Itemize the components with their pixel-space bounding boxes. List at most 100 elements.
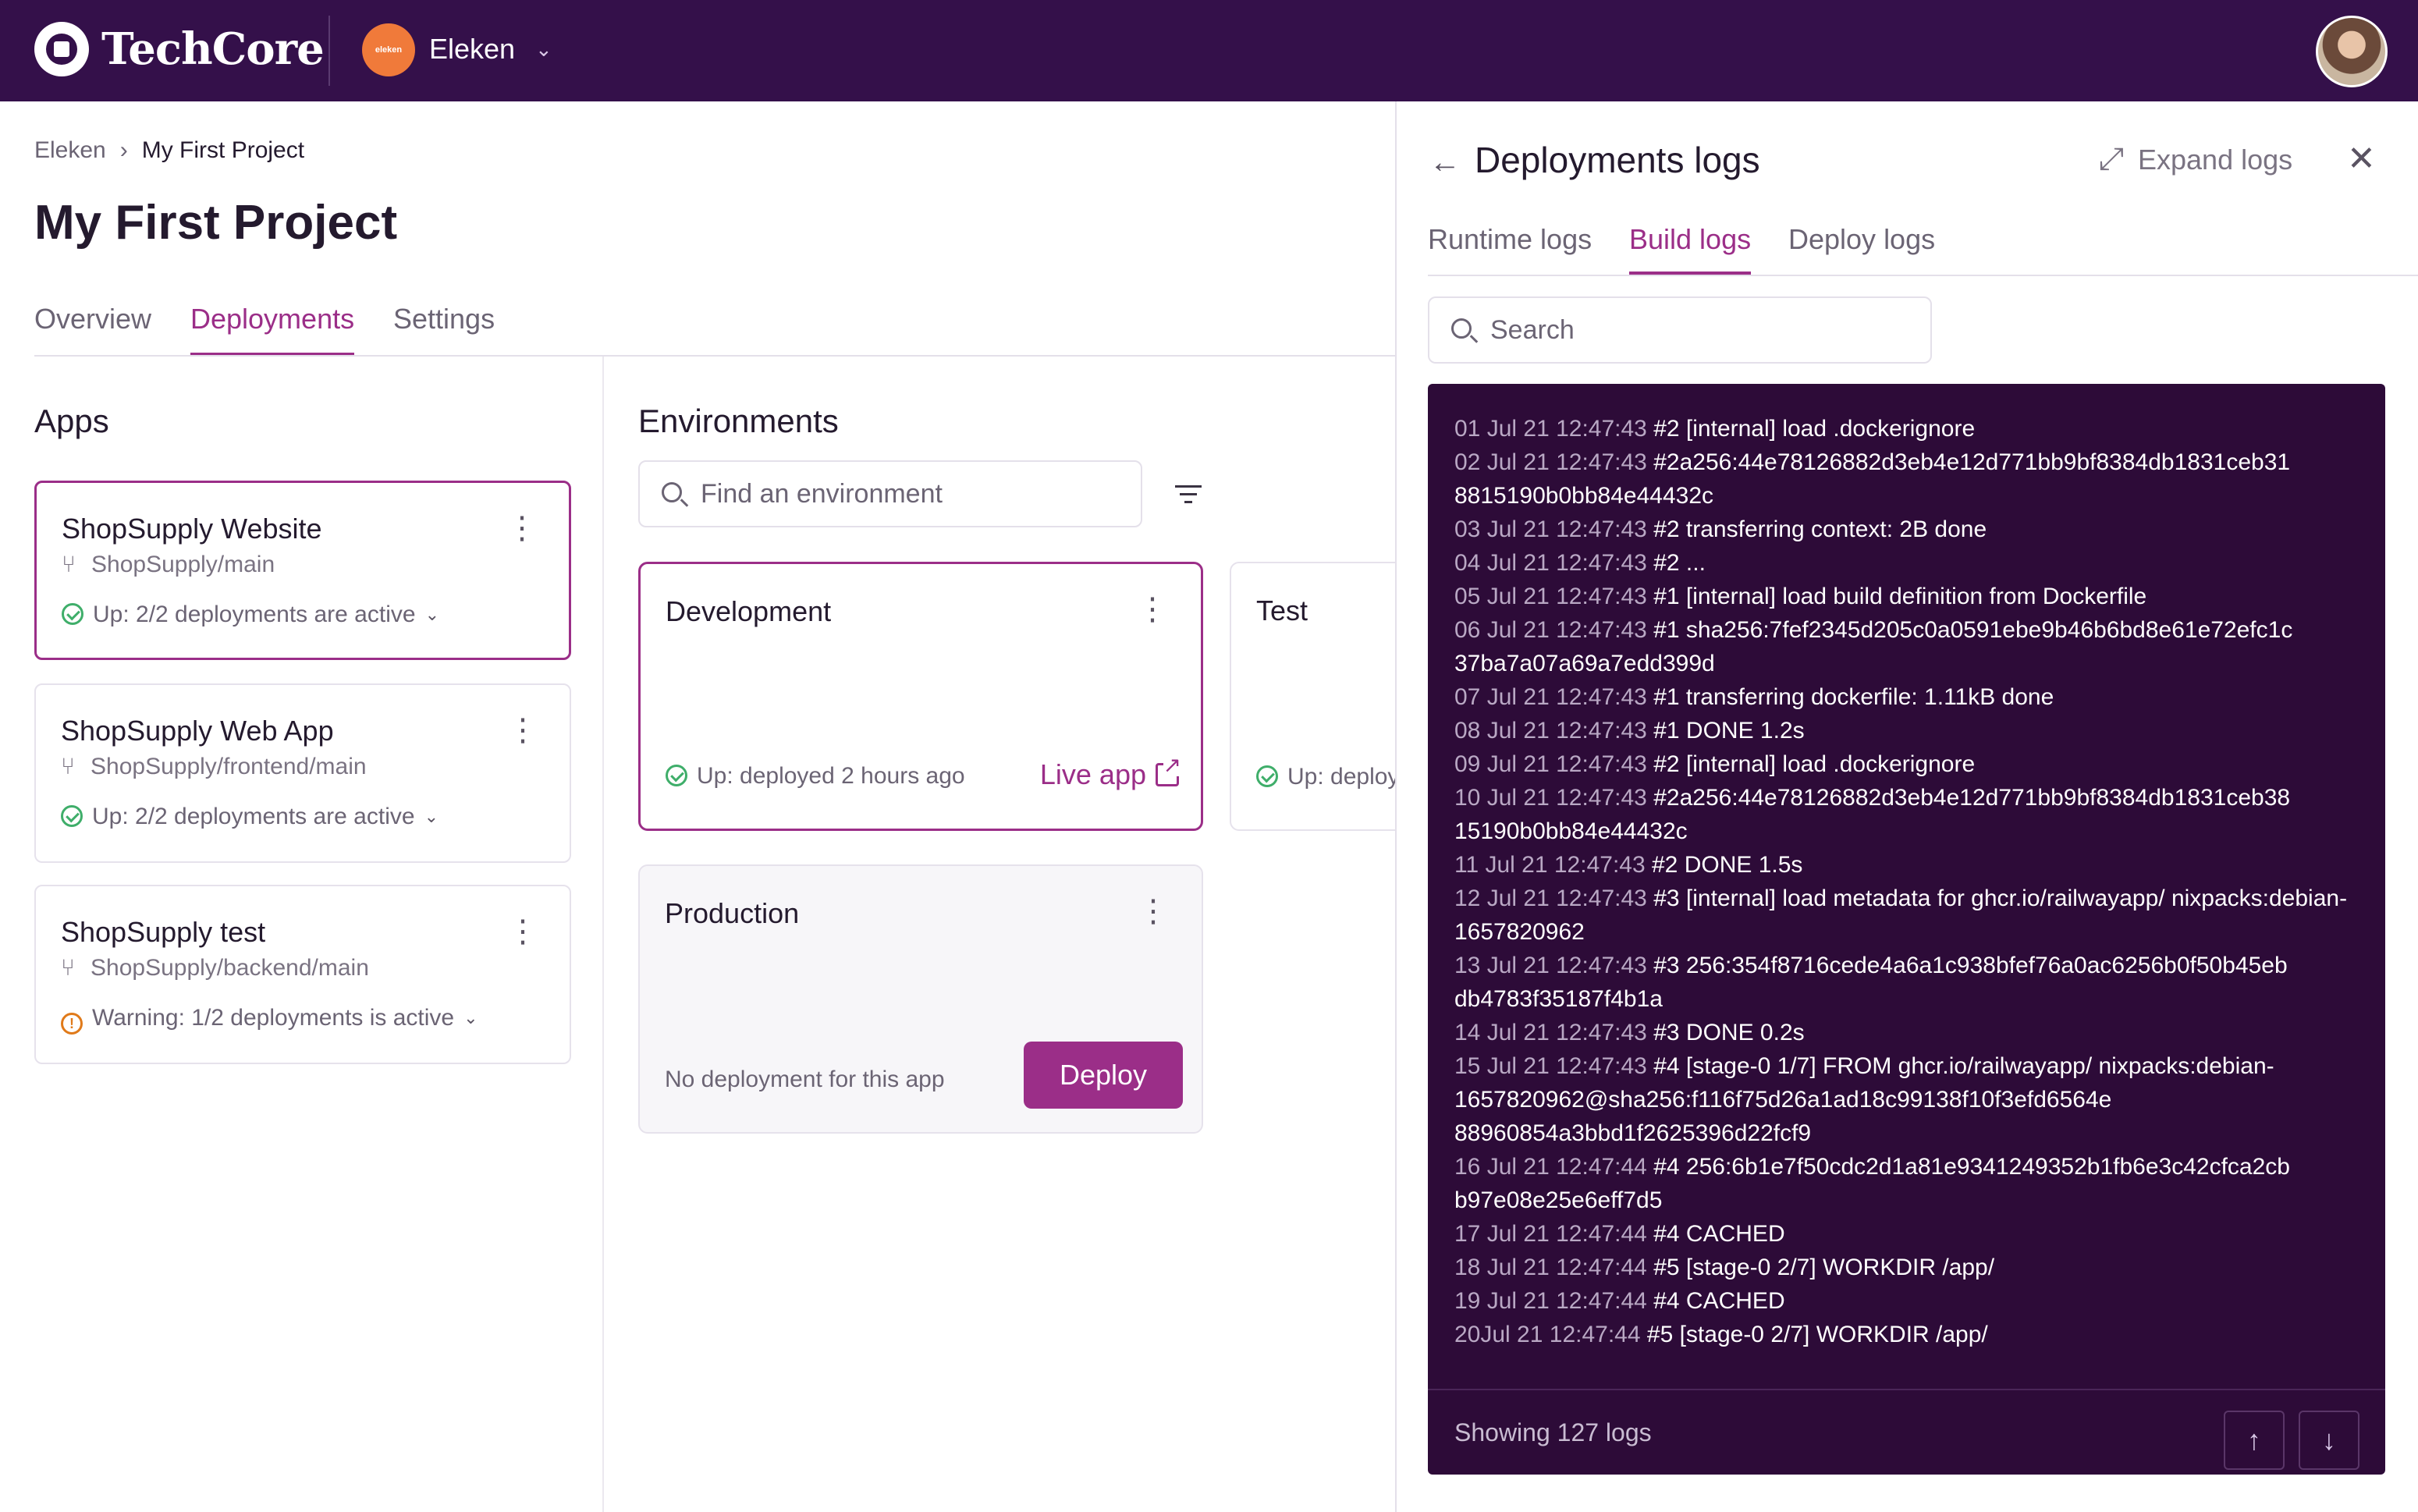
more-vertical-icon[interactable]: ⋮ [1137,592,1168,626]
column-divider [602,357,604,1512]
log-timestamp: 14 Jul 21 12:47:43 [1454,1020,1647,1045]
deploy-button[interactable]: Deploy [1024,1042,1183,1109]
log-message: #1 [internal] load build definition from… [1653,584,2147,609]
environment-name: Production [665,897,800,929]
log-line: 13 Jul 21 12:47:43 #3 256:354f8716cede4a… [1454,949,2367,1016]
app-status-text: Up: 2/2 deployments are active [93,602,416,627]
tab-deployments[interactable]: Deployments [190,303,355,356]
breadcrumb-parent[interactable]: Eleken [34,137,106,163]
log-line: 04 Jul 21 12:47:43 #2 ... [1454,546,2367,580]
log-message: #2 [internal] load .dockerignore [1653,416,1976,442]
environment-search-placeholder: Find an environment [701,479,943,509]
environment-card-development[interactable]: Development ⋮ Up: deployed 2 hours ago L… [638,562,1203,831]
expand-logs-button[interactable]: ⤢ Expand logs [2099,142,2292,177]
breadcrumb-current: My First Project [141,137,305,163]
environment-name: Development [666,595,832,627]
app-card[interactable]: ShopSupply Web App ⋮ ⑂ ShopSupply/fronten… [34,683,571,863]
environment-card-production[interactable]: Production ⋮ No deployment for this app … [638,864,1203,1134]
log-line: 08 Jul 21 12:47:43 #1 DONE 1.2s [1454,714,2367,747]
log-line: 11 Jul 21 12:47:43 #2 DONE 1.5s [1454,848,2367,882]
log-message: #1 DONE 1.2s [1653,718,1805,744]
app-status[interactable]: Up: 2/2 deployments are active ⌄ [62,602,439,628]
app-name: ShopSupply Web App [61,715,334,747]
log-line: 17 Jul 21 12:47:44 #4 CACHED [1454,1217,2367,1251]
app-card[interactable]: ShopSupply test ⋮ ⑂ ShopSupply/backend/ma… [34,885,571,1064]
app-repo: ⑂ ShopSupply/backend/main [61,955,369,981]
log-message: #2 [internal] load .dockerignore [1653,751,1976,777]
chevron-down-icon[interactable]: ⌄ [463,1008,478,1028]
external-link-icon [1156,754,1182,786]
brand-name[interactable]: TechCore [101,23,325,75]
tab-deploy-logs[interactable]: Deploy logs [1788,223,1936,255]
chevron-down-icon[interactable]: ⌄ [424,807,439,826]
log-timestamp: 07 Jul 21 12:47:43 [1454,684,1647,710]
app-repo-text: ShopSupply/backend/main [91,955,369,981]
more-vertical-icon[interactable]: ⋮ [507,914,538,949]
log-timestamp: 05 Jul 21 12:47:43 [1454,584,1647,609]
filter-icon[interactable] [1175,484,1202,506]
log-line: 20Jul 21 12:47:44 #5 [stage-0 2/7] WORKD… [1454,1318,2367,1351]
app-card[interactable]: ShopSupply Website ⋮ ⑂ ShopSupply/main Up… [34,481,571,660]
app-name: ShopSupply test [61,916,266,948]
live-app-label: Live app [1039,758,1146,790]
log-line: 19 Jul 21 12:47:44 #4 CACHED [1454,1284,2367,1318]
log-message: #2 DONE 1.5s [1652,852,1803,878]
app-status-text: Up: 2/2 deployments are active [92,804,415,829]
log-search-input[interactable]: Search [1428,296,1932,364]
arrow-left-icon[interactable]: ← [1429,145,1461,179]
live-app-link[interactable]: Live app [1039,754,1182,791]
log-line: 01 Jul 21 12:47:43 #2 [internal] load .d… [1454,412,2367,445]
check-circle-icon [666,765,687,786]
panel-divider [1395,101,1397,1512]
log-line: 07 Jul 21 12:47:43 #1 transferring docke… [1454,680,2367,714]
log-message: #2a256:44e78126882d3eb4e12d771bb9bf8384d… [1454,785,2291,844]
log-tabs-divider [1428,275,2418,276]
log-message: #5 [stage-0 2/7] WORKDIR /app/ [1646,1322,1988,1347]
org-switcher-label[interactable]: Eleken [429,33,516,65]
log-line: 18 Jul 21 12:47:44 #5 [stage-0 2/7] WORK… [1454,1251,2367,1284]
app-name: ShopSupply Website [62,513,322,545]
environment-name: Test [1256,595,1308,626]
app-status[interactable]: Up: 2/2 deployments are active ⌄ [61,804,439,830]
more-vertical-icon[interactable]: ⋮ [507,713,538,747]
scroll-down-button[interactable]: ↓ [2299,1411,2359,1470]
tab-settings[interactable]: Settings [393,303,495,335]
user-avatar[interactable] [2316,16,2388,87]
more-vertical-icon[interactable]: ⋮ [506,511,538,545]
app-status[interactable]: ! Warning: 1/2 deployments is active ⌄ [61,1005,478,1035]
check-circle-icon [1256,765,1278,787]
branch-icon: ⑂ [61,955,75,981]
tabs-divider [34,355,1395,357]
log-line: 02 Jul 21 12:47:43 #2a256:44e78126882d3e… [1454,445,2367,513]
log-message: #4 CACHED [1653,1221,1785,1247]
check-circle-icon [62,603,83,625]
log-timestamp: 03 Jul 21 12:47:43 [1454,516,1647,542]
org-avatar[interactable]: eleken [362,23,415,76]
environment-search-input[interactable]: Find an environment [638,460,1142,527]
log-timestamp: 15 Jul 21 12:47:43 [1454,1053,1647,1079]
log-timestamp: 08 Jul 21 12:47:43 [1454,718,1647,744]
tab-runtime-logs[interactable]: Runtime logs [1428,223,1592,255]
tab-build-logs[interactable]: Build logs [1629,223,1752,275]
chevron-right-icon: › [119,137,128,163]
environments-title: Environments [638,403,839,439]
chevron-down-icon[interactable]: ⌄ [535,37,552,61]
tab-overview[interactable]: Overview [34,303,152,335]
log-timestamp: 17 Jul 21 12:47:44 [1454,1221,1647,1247]
log-timestamp: 19 Jul 21 12:47:44 [1454,1288,1647,1314]
app-repo-text: ShopSupply/main [91,552,275,577]
log-line: 15 Jul 21 12:47:43 #4 [stage-0 1/7] FROM… [1454,1049,2367,1150]
chevron-down-icon[interactable]: ⌄ [424,605,439,624]
close-icon[interactable]: ✕ [2347,140,2376,178]
more-vertical-icon[interactable]: ⋮ [1138,894,1169,928]
techcore-logo-icon[interactable] [34,22,89,76]
scroll-up-button[interactable]: ↑ [2224,1411,2285,1470]
log-message: #4 [stage-0 1/7] FROM ghcr.io/railwayapp… [1454,1053,2274,1146]
log-line: 06 Jul 21 12:47:43 #1 sha256:7fef2345d20… [1454,613,2367,680]
log-count: Showing 127 logs [1454,1418,1652,1446]
log-line: 03 Jul 21 12:47:43 #2 transferring conte… [1454,513,2367,546]
log-message: #2 ... [1653,550,1706,576]
environment-card-test[interactable]: Test Up: deployed 2 hours ago [1230,562,1395,831]
log-viewer[interactable]: 01 Jul 21 12:47:43 #2 [internal] load .d… [1428,384,2385,1475]
log-message: #1 transferring dockerfile: 1.11kB done [1653,684,2054,710]
